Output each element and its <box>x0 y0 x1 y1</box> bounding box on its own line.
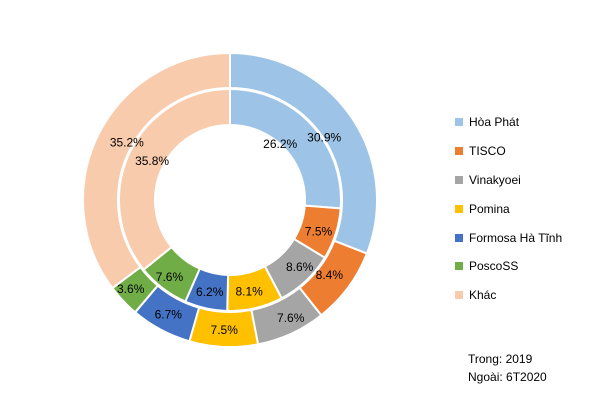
legend-item-2: TISCO <box>455 137 562 166</box>
label-inner-7: 35.8% <box>135 154 169 168</box>
label-outer-7: 35.2% <box>110 136 144 150</box>
label-outer-1: 30.9% <box>307 130 341 144</box>
label-inner-3: 8.6% <box>286 260 314 274</box>
label-outer-5: 6.7% <box>155 308 183 322</box>
note-inner: Trong: 2019 <box>468 350 547 368</box>
label-outer-3: 7.6% <box>277 311 305 325</box>
legend-swatch <box>455 205 463 213</box>
note-outer: Ngoài: 6T2020 <box>468 368 547 386</box>
label-inner-2: 7.5% <box>305 225 333 239</box>
legend-swatch <box>455 176 463 184</box>
legend-swatch <box>455 262 463 270</box>
label-outer-6: 3.6% <box>117 282 145 296</box>
legend-label: Khác <box>469 288 496 302</box>
label-outer-4: 7.5% <box>211 323 239 337</box>
legend-label: PoscoSS <box>469 259 518 273</box>
legend-swatch <box>455 147 463 155</box>
legend-item-6: PoscoSS <box>455 252 562 281</box>
legend-item-5: Formosa Hà Tĩnh <box>455 223 562 252</box>
legend-label: TISCO <box>469 144 506 158</box>
legend-label: Hòa Phát <box>469 115 519 129</box>
donut-chart: 26.2% 7.5% 8.6% 8.1% 6.2% 7.6% 35.8% 30.9% 8.4% 7… <box>0 0 440 402</box>
label-inner-5: 6.2% <box>196 285 224 299</box>
label-inner-1: 26.2% <box>263 137 297 151</box>
legend: Hòa Phát TISCO Vinakyoei Pomina Formosa Hà T… <box>455 108 562 310</box>
legend-item-7: Khác <box>455 281 562 310</box>
label-outer-2: 8.4% <box>316 268 344 282</box>
label-inner-4: 8.1% <box>235 285 263 299</box>
legend-swatch <box>455 291 463 299</box>
legend-item-3: Vinakyoei <box>455 166 562 195</box>
legend-label: Vinakyoei <box>469 173 521 187</box>
ring-note: Trong: 2019 Ngoài: 6T2020 <box>468 350 547 386</box>
label-inner-6: 7.6% <box>156 270 184 284</box>
legend-label: Pomina <box>469 202 510 216</box>
legend-item-4: Pomina <box>455 194 562 223</box>
legend-label: Formosa Hà Tĩnh <box>469 231 562 245</box>
legend-swatch <box>455 118 463 126</box>
legend-item-1: Hòa Phát <box>455 108 562 137</box>
legend-swatch <box>455 234 463 242</box>
